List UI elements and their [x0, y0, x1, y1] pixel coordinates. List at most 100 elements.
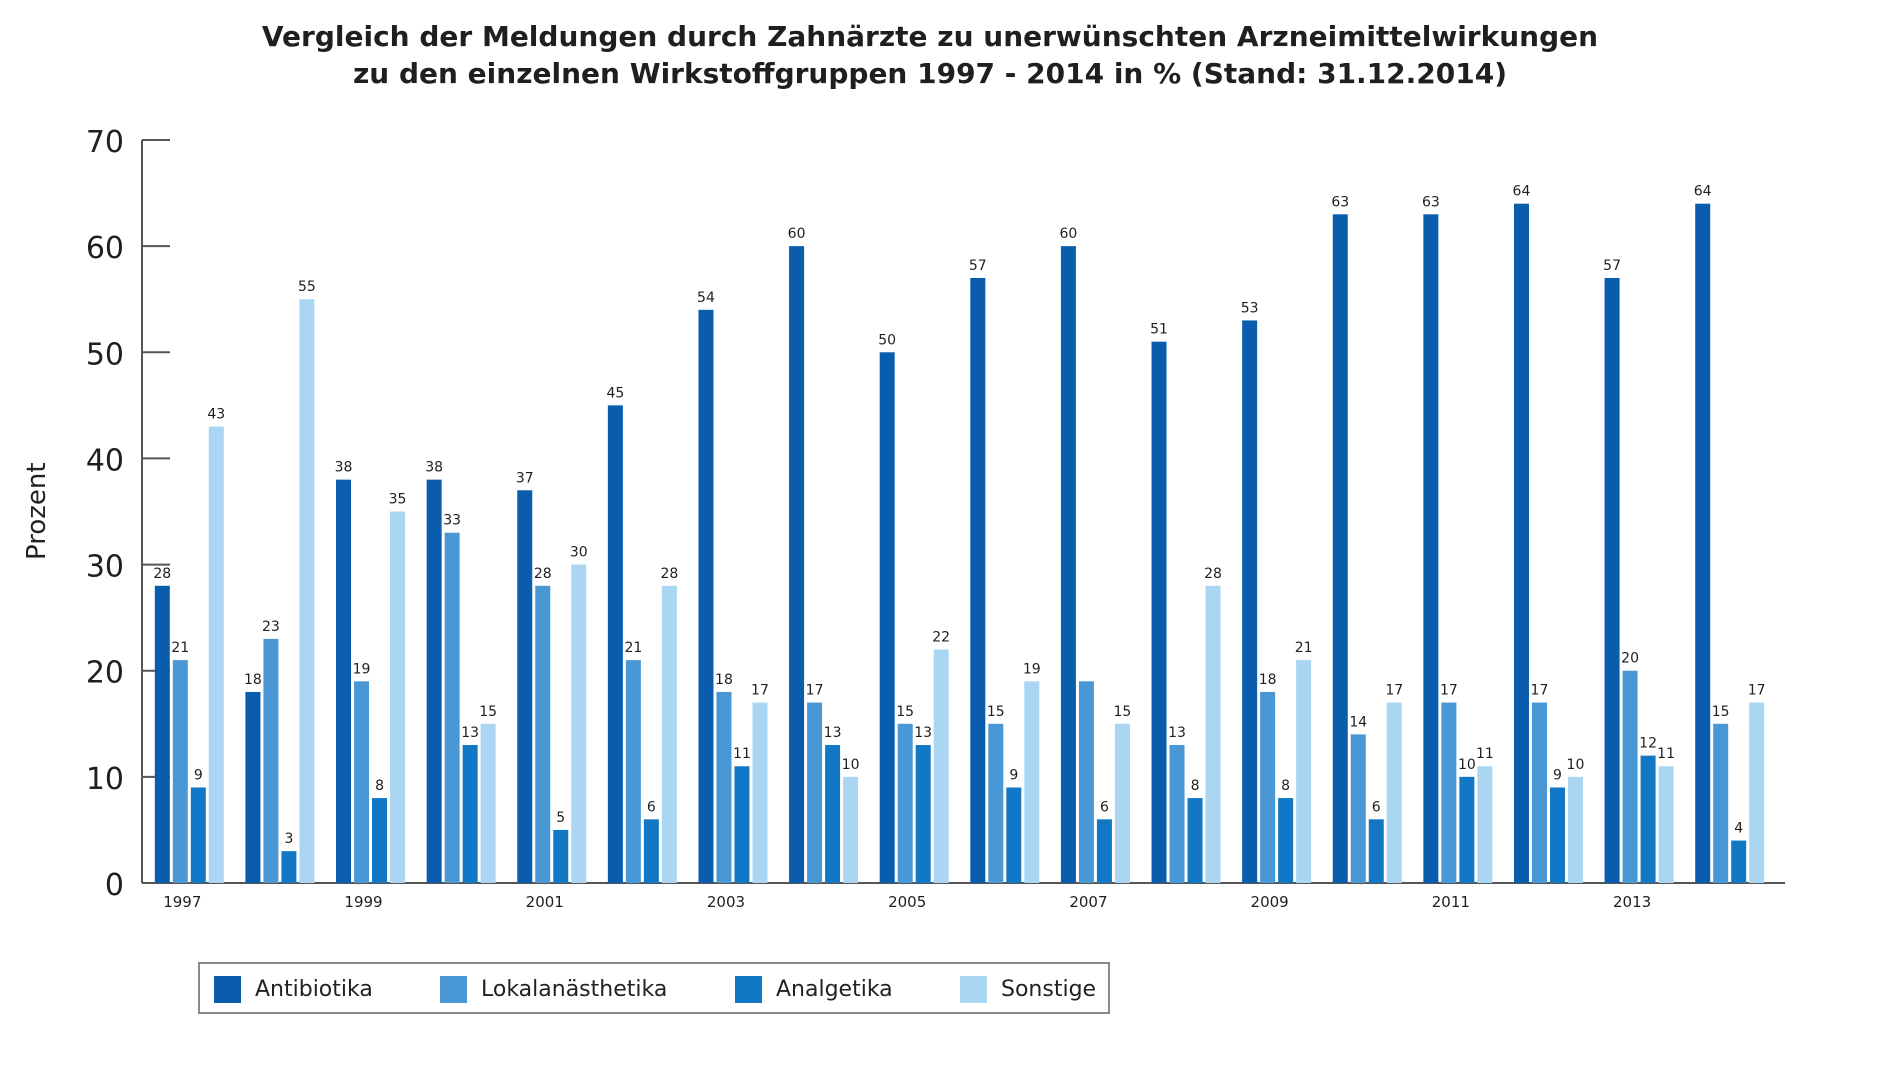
data-label-antibiotika-2004: 60 [788, 226, 806, 242]
data-label-lokalanästhetika-2012: 17 [1531, 683, 1549, 699]
legend-swatch-sonstige [960, 975, 987, 1003]
bar-antibiotika-1998 [245, 691, 261, 883]
bar-sonstige-2006 [1024, 681, 1040, 883]
bar-analgetika-2007 [1096, 819, 1112, 883]
legend-label-analgetika: Analgetika [776, 976, 893, 1002]
bar-antibiotika-2014 [1695, 203, 1711, 883]
data-label-antibiotika-2013: 57 [1603, 258, 1621, 274]
bar-analgetika-2001 [553, 829, 569, 883]
bar-antibiotika-2000 [426, 479, 442, 883]
y-tick-label-50: 50 [86, 337, 124, 372]
bar-antibiotika-2013 [1604, 277, 1620, 883]
legend-item-sonstige: Sonstige [960, 974, 1096, 1004]
data-label-sonstige-2007: 15 [1114, 704, 1132, 720]
y-tick-label-40: 40 [86, 443, 124, 478]
bar-antibiotika-2011 [1423, 214, 1439, 884]
bar-analgetika-2002 [643, 819, 659, 883]
data-label-antibiotika-2010: 63 [1331, 194, 1349, 210]
data-label-antibiotika-1997: 28 [153, 566, 171, 582]
data-label-analgetika-2009: 8 [1281, 778, 1290, 794]
bar-sonstige-1999 [390, 511, 406, 883]
bar-analgetika-2013 [1640, 755, 1656, 883]
data-label-lokalanästhetika-2011: 17 [1440, 683, 1458, 699]
data-label-lokalanästhetika-2009: 18 [1259, 672, 1277, 688]
bar-lokalanästhetika-2009 [1260, 691, 1276, 883]
data-label-lokalanästhetika-2003: 18 [715, 672, 733, 688]
bar-analgetika-2005 [915, 745, 931, 883]
data-label-antibiotika-2003: 54 [697, 290, 715, 306]
data-label-sonstige-2014: 17 [1748, 683, 1766, 699]
data-label-sonstige-2002: 28 [660, 566, 678, 582]
data-label-sonstige-2001: 30 [570, 545, 588, 561]
legend-item-analgetika: Analgetika [735, 974, 893, 1004]
bar-sonstige-2010 [1386, 702, 1402, 883]
x-tick-label-2003: 2003 [707, 893, 745, 911]
bar-chart-plot: 0102030405060702821943199718233553819835… [86, 125, 1785, 911]
x-tick-label-2011: 2011 [1432, 893, 1470, 911]
chart-title: Vergleich der Meldungen durch Zahnärzte … [261, 20, 1599, 53]
data-label-sonstige-2006: 19 [1023, 661, 1041, 677]
bar-antibiotika-2001 [517, 490, 533, 883]
bar-antibiotika-2010 [1332, 214, 1348, 884]
data-label-lokalanästhetika-2001: 28 [534, 566, 552, 582]
data-label-sonstige-2012: 10 [1567, 757, 1585, 773]
data-label-analgetika-2011: 10 [1458, 757, 1476, 773]
data-label-lokalanästhetika-2002: 21 [624, 640, 642, 656]
data-label-analgetika-2008: 8 [1191, 778, 1200, 794]
y-tick-label-60: 60 [86, 231, 124, 266]
bar-sonstige-2005 [933, 649, 949, 883]
data-label-analgetika-2002: 6 [647, 799, 656, 815]
bar-antibiotika-1999 [336, 479, 352, 883]
data-label-lokalanästhetika-2000: 33 [443, 513, 461, 529]
bar-sonstige-2008 [1205, 585, 1221, 883]
bar-analgetika-2004 [825, 745, 841, 883]
bar-lokalanästhetika-2011 [1441, 702, 1457, 883]
x-tick-label-2009: 2009 [1251, 893, 1289, 911]
data-label-antibiotika-2011: 63 [1422, 194, 1440, 210]
bar-sonstige-2001 [571, 564, 587, 883]
legend-label-lokalanaesthetika: Lokalanästhetika [481, 976, 668, 1002]
bar-lokalanästhetika-2006 [988, 723, 1004, 883]
data-label-antibiotika-2001: 37 [516, 470, 534, 486]
bar-sonstige-2014 [1749, 702, 1765, 883]
bar-lokalanästhetika-2003 [716, 691, 732, 883]
data-label-antibiotika-2012: 64 [1513, 184, 1531, 200]
bar-sonstige-1998 [299, 299, 315, 883]
chart-legend: Antibiotika Lokalanästhetika Analgetika … [198, 962, 1110, 1014]
bar-analgetika-1999 [372, 798, 388, 883]
bar-lokalanästhetika-2013 [1622, 670, 1638, 883]
data-label-sonstige-1999: 35 [389, 492, 407, 508]
data-label-sonstige-2009: 21 [1295, 640, 1313, 656]
data-label-sonstige-1998: 55 [298, 279, 316, 295]
bar-sonstige-1997 [208, 426, 224, 883]
bar-sonstige-2012 [1567, 776, 1583, 883]
bar-antibiotika-2004 [789, 246, 805, 884]
bar-antibiotika-2005 [879, 352, 895, 883]
data-label-sonstige-1997: 43 [207, 407, 225, 423]
data-label-analgetika-2003: 11 [733, 746, 751, 762]
bar-sonstige-2003 [752, 702, 768, 883]
data-label-antibiotika-2002: 45 [606, 385, 624, 401]
data-label-lokalanästhetika-2004: 17 [806, 683, 824, 699]
data-label-analgetika-2006: 9 [1009, 767, 1018, 783]
data-label-sonstige-2013: 11 [1657, 746, 1675, 762]
bar-analgetika-2006 [1006, 787, 1022, 883]
bar-analgetika-2008 [1187, 798, 1203, 883]
bar-sonstige-2000 [480, 723, 496, 883]
data-label-lokalanästhetika-1998: 23 [262, 619, 280, 635]
bar-antibiotika-2009 [1242, 320, 1258, 883]
data-label-analgetika-2012: 9 [1553, 767, 1562, 783]
bar-sonstige-2004 [843, 776, 859, 883]
data-label-analgetika-2001: 5 [556, 810, 565, 826]
bar-analgetika-2000 [462, 745, 478, 883]
data-label-lokalanästhetika-1999: 19 [353, 661, 371, 677]
chart-subtitle: zu den einzelnen Wirkstoffgruppen 1997 -… [352, 57, 1508, 90]
bar-lokalanästhetika-1998 [263, 638, 279, 883]
bar-lokalanästhetika-2002 [625, 660, 641, 883]
data-label-sonstige-2004: 10 [842, 757, 860, 773]
bar-analgetika-2011 [1459, 776, 1475, 883]
y-tick-label-20: 20 [86, 656, 124, 691]
data-label-lokalanästhetika-2008: 13 [1168, 725, 1186, 741]
legend-label-sonstige: Sonstige [1001, 976, 1097, 1002]
data-label-sonstige-2008: 28 [1204, 566, 1222, 582]
